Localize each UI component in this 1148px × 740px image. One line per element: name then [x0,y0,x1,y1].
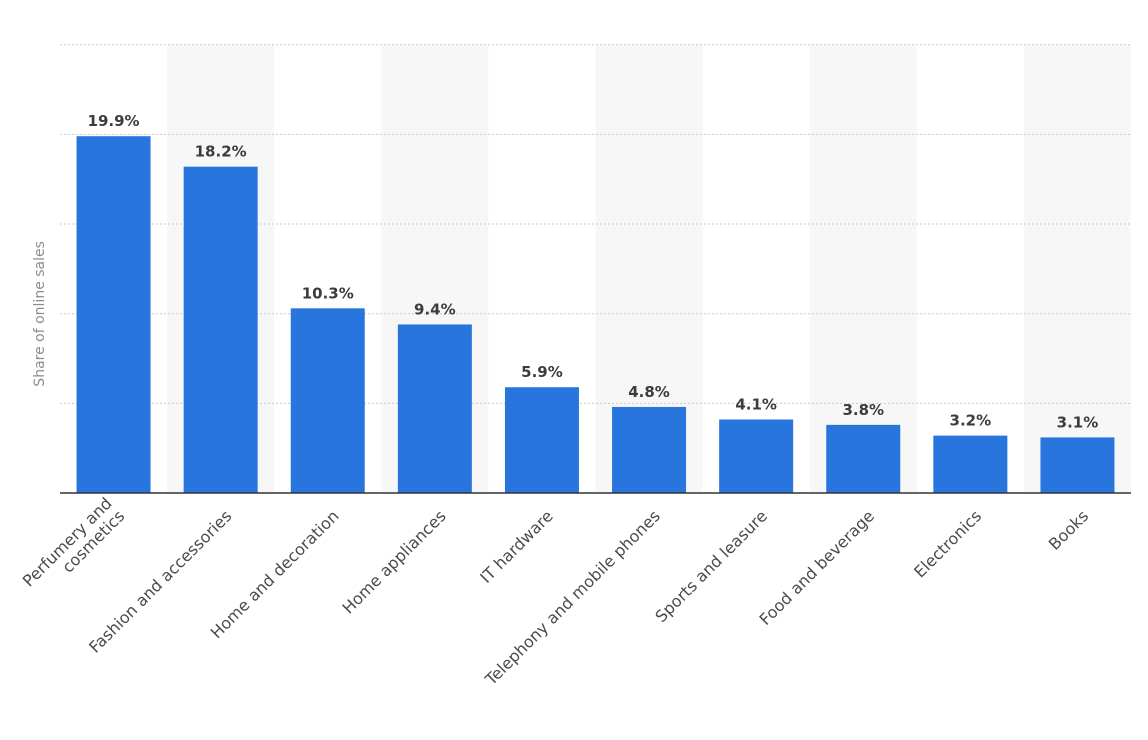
category-label-line: Food and beverage [756,506,879,629]
category-label-line: Home appliances [338,506,449,617]
bars [76,136,1115,493]
category-label-line: Telephony and mobile phones [481,506,664,689]
background-band [809,44,917,493]
bar-value-label: 4.1% [735,395,777,413]
y-axis-label: Share of online sales [32,241,48,387]
category-label: Perfumery andcosmetics [19,494,129,604]
bar[interactable] [1040,437,1115,493]
category-label: Books [1045,506,1092,553]
bar[interactable] [504,387,579,493]
bar-value-label: 3.8% [842,401,884,419]
bar[interactable] [719,419,794,493]
category-label: Home appliances [338,506,449,617]
bar-value-label: 18.2% [195,143,247,161]
value-labels: 19.9% 18.2% 10.3% 9.4% 5.9% 4.8% 4.1% 3.8% 3.2% 3… [88,112,1099,431]
category-label-line: IT hardware [476,506,557,587]
background-band [1023,44,1131,493]
bar[interactable] [612,406,687,493]
bar-value-label: 5.9% [521,363,563,381]
bar-value-label: 4.8% [628,383,670,401]
category-label: IT hardware [476,506,557,587]
bar-value-label: 19.9% [88,112,140,130]
bar[interactable] [183,166,258,493]
category-label: Sports and leasure [651,506,771,626]
bar[interactable] [933,435,1008,493]
bar-value-label: 10.3% [302,284,354,302]
category-label-line: Books [1045,506,1092,553]
bar[interactable] [76,136,151,493]
category-label: Telephony and mobile phones [481,506,664,689]
category-label: Food and beverage [756,506,879,629]
gridlines [60,44,1131,404]
bar-value-label: 3.1% [1057,413,1099,431]
category-label-line: Sports and leasure [651,506,771,626]
category-label-line: Electronics [910,506,985,581]
bar-value-label: 3.2% [950,412,992,430]
bar-value-label: 9.4% [414,300,456,318]
bar[interactable] [826,424,901,493]
bar[interactable] [290,308,365,493]
background-bands [167,44,1131,493]
bar[interactable] [397,324,472,493]
category-label: Electronics [910,506,985,581]
